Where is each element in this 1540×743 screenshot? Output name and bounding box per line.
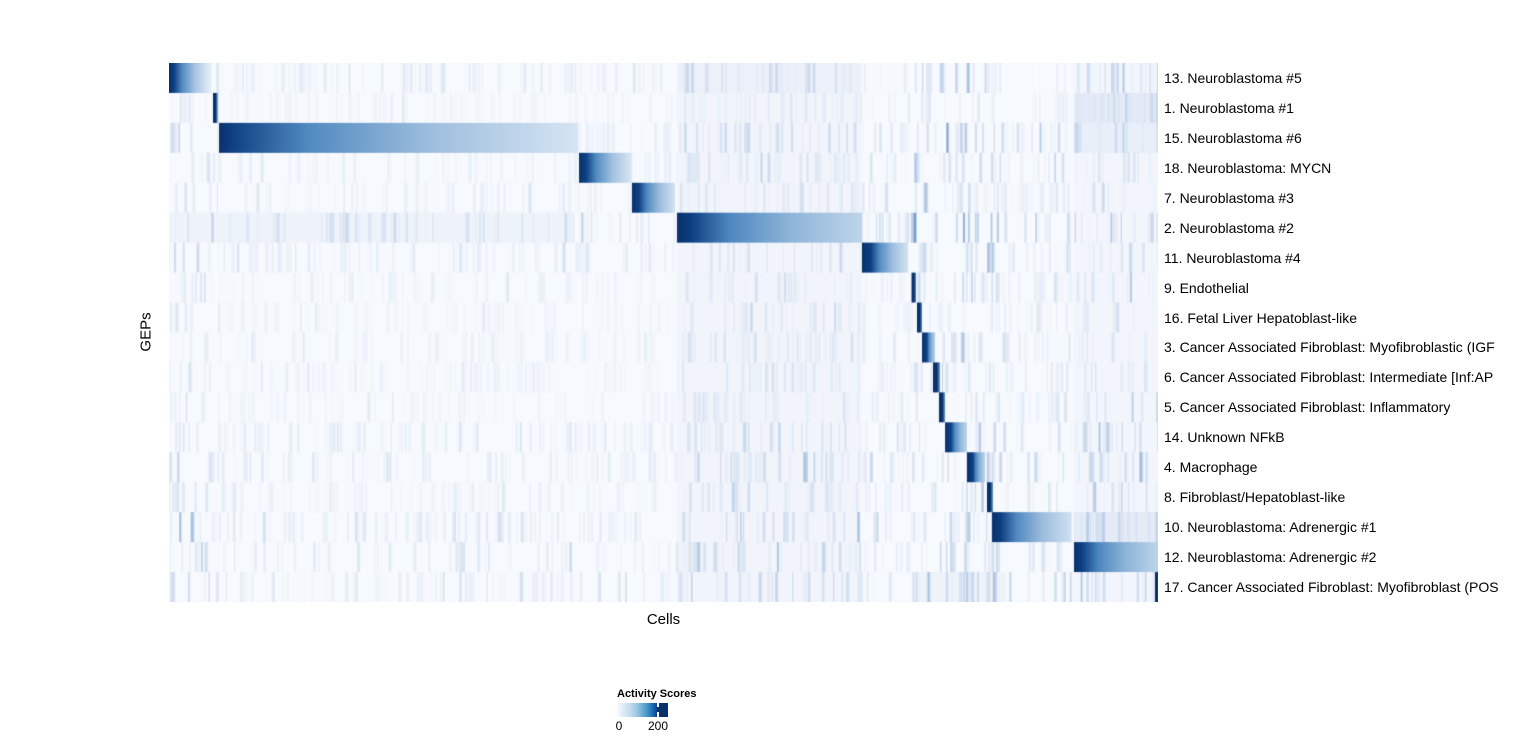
colorbar-gradient bbox=[617, 703, 668, 717]
y-axis-label: GEPs bbox=[137, 312, 155, 352]
colorbar-legend: Activity Scores 0 200 bbox=[615, 688, 737, 733]
y-tick-labels: 13. Neuroblastoma #5 1. Neuroblastoma #1 1… bbox=[1164, 63, 1540, 602]
x-axis-label: Cells bbox=[646, 611, 681, 628]
row-label: 12. Neuroblastoma: Adrenergic #2 bbox=[1164, 549, 1377, 566]
row-label: 13. Neuroblastoma #5 bbox=[1164, 69, 1302, 86]
row-label: 10. Neuroblastoma: Adrenergic #1 bbox=[1164, 519, 1377, 536]
colorbar-tick-labels: 0 200 bbox=[615, 719, 697, 733]
row-label: 8. Fibroblast/Hepatoblast-like bbox=[1164, 489, 1346, 506]
row-label: 14. Unknown NFkB bbox=[1164, 429, 1285, 446]
heatmap-plot-area bbox=[169, 63, 1158, 602]
row-label: 3. Cancer Associated Fibroblast: Myofibr… bbox=[1164, 339, 1495, 356]
colorbar-tick-mark bbox=[657, 703, 659, 707]
colorbar-tick-label-min: 0 bbox=[615, 719, 623, 733]
row-label: 6. Cancer Associated Fibroblast: Interme… bbox=[1164, 369, 1494, 386]
row-label: 2. Neuroblastoma #2 bbox=[1164, 219, 1294, 236]
row-label: 18. Neuroblastoma: MYCN bbox=[1164, 159, 1332, 176]
colorbar-tick-mark bbox=[657, 712, 659, 717]
row-label: 5. Cancer Associated Fibroblast: Inflamm… bbox=[1164, 399, 1451, 416]
row-label: 15. Neuroblastoma #6 bbox=[1164, 129, 1302, 146]
row-label: 17. Cancer Associated Fibroblast: Myofib… bbox=[1164, 579, 1499, 596]
row-label: 4. Macrophage bbox=[1164, 459, 1258, 476]
colorbar-tick-label-200: 200 bbox=[647, 719, 669, 733]
row-label: 1. Neuroblastoma #1 bbox=[1164, 99, 1294, 116]
row-label: 16. Fetal Liver Hepatoblast-like bbox=[1164, 309, 1357, 326]
row-label: 11. Neuroblastoma #4 bbox=[1164, 249, 1301, 266]
row-label: 7. Neuroblastoma #3 bbox=[1164, 189, 1294, 206]
row-label: 9. Endothelial bbox=[1164, 279, 1249, 296]
colorbar-title: Activity Scores bbox=[617, 688, 697, 700]
